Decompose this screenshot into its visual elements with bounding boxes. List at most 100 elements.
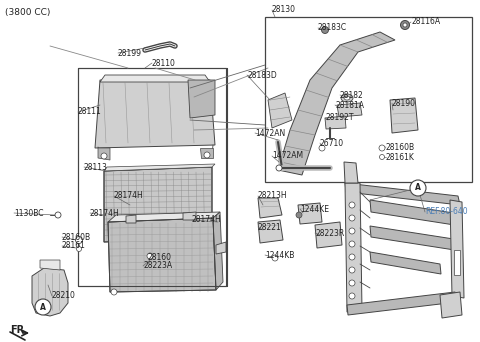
- Polygon shape: [200, 148, 213, 158]
- Bar: [454, 250, 460, 275]
- Polygon shape: [213, 212, 223, 290]
- Text: 28183D: 28183D: [247, 70, 277, 79]
- Text: A: A: [40, 303, 46, 312]
- Polygon shape: [258, 198, 282, 218]
- Text: 28223R: 28223R: [315, 228, 344, 237]
- Circle shape: [379, 145, 385, 151]
- Circle shape: [403, 23, 407, 27]
- Bar: [78, 68, 226, 286]
- Circle shape: [204, 152, 210, 158]
- Circle shape: [349, 280, 355, 286]
- Text: 1130BC: 1130BC: [14, 209, 44, 218]
- Polygon shape: [126, 215, 136, 223]
- Circle shape: [276, 165, 282, 171]
- Text: FR: FR: [10, 325, 24, 335]
- Text: 28181A: 28181A: [335, 101, 364, 109]
- Polygon shape: [337, 103, 362, 117]
- Circle shape: [272, 255, 278, 261]
- Polygon shape: [108, 212, 220, 222]
- Polygon shape: [278, 32, 395, 175]
- Text: 28199: 28199: [118, 49, 142, 57]
- Polygon shape: [298, 203, 322, 224]
- Circle shape: [380, 155, 384, 159]
- Circle shape: [349, 228, 355, 234]
- Circle shape: [349, 254, 355, 260]
- Text: 28110: 28110: [152, 58, 176, 67]
- Polygon shape: [40, 260, 60, 270]
- Circle shape: [76, 247, 82, 251]
- Text: 28160B: 28160B: [62, 233, 91, 241]
- Text: 28161: 28161: [62, 241, 86, 250]
- Text: 28174H: 28174H: [114, 192, 144, 200]
- Text: 28223A: 28223A: [143, 262, 172, 271]
- Polygon shape: [216, 242, 226, 254]
- Circle shape: [400, 21, 409, 29]
- Text: 1244KE: 1244KE: [300, 205, 329, 213]
- Text: 28160B: 28160B: [386, 143, 415, 152]
- Polygon shape: [325, 116, 346, 129]
- Polygon shape: [183, 212, 196, 220]
- Polygon shape: [258, 220, 283, 243]
- Text: 28182: 28182: [340, 91, 364, 100]
- Text: 28174H: 28174H: [90, 209, 120, 218]
- Polygon shape: [344, 162, 358, 183]
- Polygon shape: [347, 292, 457, 315]
- Text: 28174H: 28174H: [192, 215, 222, 224]
- Circle shape: [319, 145, 325, 151]
- Circle shape: [349, 267, 355, 273]
- Polygon shape: [315, 222, 342, 248]
- Circle shape: [349, 202, 355, 208]
- Polygon shape: [440, 292, 462, 318]
- Polygon shape: [450, 200, 464, 298]
- Text: REF.80-640: REF.80-640: [425, 208, 468, 216]
- Polygon shape: [390, 98, 418, 133]
- Ellipse shape: [344, 96, 350, 100]
- Text: 28161K: 28161K: [386, 153, 415, 161]
- Text: 28111: 28111: [78, 107, 102, 117]
- Text: 26710: 26710: [320, 139, 344, 147]
- Polygon shape: [188, 80, 215, 118]
- Polygon shape: [370, 226, 461, 251]
- Text: 28183C: 28183C: [318, 24, 347, 32]
- Polygon shape: [108, 218, 216, 292]
- Text: 28113: 28113: [84, 162, 108, 171]
- Circle shape: [322, 26, 328, 34]
- Polygon shape: [98, 148, 110, 160]
- Polygon shape: [104, 164, 215, 171]
- Text: 28213H: 28213H: [258, 192, 288, 200]
- Text: (3800 CC): (3800 CC): [5, 8, 50, 16]
- Circle shape: [349, 215, 355, 221]
- Text: A: A: [415, 184, 421, 193]
- Polygon shape: [32, 268, 68, 316]
- Circle shape: [349, 293, 355, 299]
- Polygon shape: [100, 75, 210, 82]
- Circle shape: [147, 253, 153, 259]
- Text: 28116A: 28116A: [411, 17, 440, 26]
- Circle shape: [55, 212, 61, 218]
- Text: 28190: 28190: [392, 98, 416, 107]
- Circle shape: [35, 299, 51, 315]
- Polygon shape: [104, 167, 212, 242]
- Text: 1472AM: 1472AM: [272, 152, 303, 160]
- Circle shape: [410, 180, 426, 196]
- Polygon shape: [345, 183, 362, 312]
- Text: 28221: 28221: [258, 223, 282, 232]
- Text: 28130: 28130: [272, 5, 296, 14]
- Polygon shape: [268, 93, 292, 128]
- Text: 28210: 28210: [52, 291, 76, 301]
- Text: 1472AN: 1472AN: [255, 129, 285, 137]
- Circle shape: [349, 241, 355, 247]
- Polygon shape: [370, 200, 461, 226]
- Circle shape: [101, 153, 107, 159]
- Bar: [265, 17, 472, 182]
- Polygon shape: [370, 252, 441, 274]
- Text: 28192T: 28192T: [325, 114, 353, 122]
- Circle shape: [296, 212, 302, 218]
- Ellipse shape: [341, 94, 353, 102]
- Text: 28160: 28160: [148, 252, 172, 262]
- Circle shape: [75, 237, 83, 244]
- Polygon shape: [345, 183, 460, 205]
- Polygon shape: [95, 80, 215, 148]
- Text: 1244KB: 1244KB: [265, 250, 294, 260]
- Circle shape: [111, 289, 117, 295]
